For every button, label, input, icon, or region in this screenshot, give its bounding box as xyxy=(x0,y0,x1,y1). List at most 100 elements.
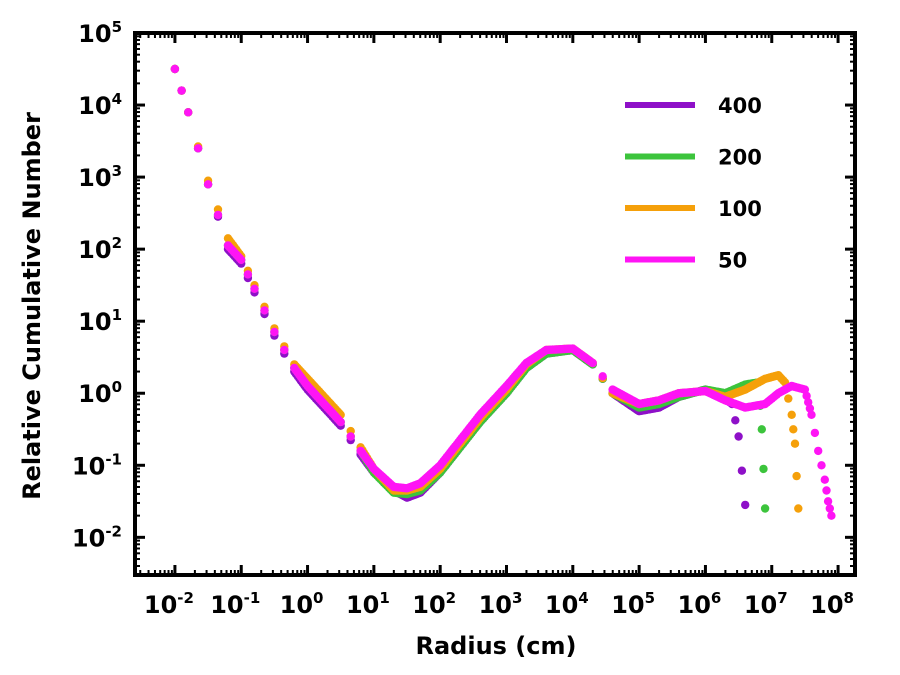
series-50-point xyxy=(336,417,345,427)
y-tick-label: 103 xyxy=(78,162,122,192)
series-50-point xyxy=(805,404,815,413)
x-tick-exponent: 2 xyxy=(446,589,456,607)
series-400-point xyxy=(731,416,740,425)
series-200-point xyxy=(759,464,768,474)
x-tick-exponent: 8 xyxy=(844,589,854,607)
series-400-point xyxy=(737,466,747,475)
y-tick-base: 10 xyxy=(78,308,111,336)
x-tick-label: 10-1 xyxy=(210,589,260,619)
series-50-point xyxy=(260,306,269,315)
series-50-point xyxy=(598,372,607,381)
series-50-point xyxy=(804,398,813,407)
y-tick-base: 10 xyxy=(78,20,111,48)
x-tick-label: 10-2 xyxy=(144,589,194,619)
x-tick-base: 10 xyxy=(545,591,578,619)
series-50-point xyxy=(250,284,259,293)
series-400-point xyxy=(741,500,750,510)
x-tick-base: 10 xyxy=(280,591,313,619)
y-tick-exponent: 2 xyxy=(112,234,122,252)
x-axis-tick-labels: 10-2 10-1 100 101 102 103 104 105 106 107 108 xyxy=(144,589,854,619)
x-tick-exponent: 7 xyxy=(777,589,787,607)
series-50-point xyxy=(807,410,816,419)
series-50-point xyxy=(825,504,834,513)
series-50-point xyxy=(823,497,833,506)
series-50-point xyxy=(184,108,193,117)
y-tick-base: 10 xyxy=(78,164,111,192)
series-50-point xyxy=(800,385,810,394)
y-tick-label: 104 xyxy=(78,90,122,120)
series-100 xyxy=(170,64,803,513)
x-tick-base: 10 xyxy=(346,591,379,619)
series-400-point xyxy=(734,432,743,441)
series-50 xyxy=(170,64,836,520)
y-tick-label: 10-1 xyxy=(72,450,122,480)
series-100-point xyxy=(792,471,801,481)
x-tick-base: 10 xyxy=(678,591,711,619)
x-tick-exponent: 4 xyxy=(578,589,588,607)
series-50-point xyxy=(243,270,253,279)
series-50-point xyxy=(820,475,829,484)
y-tick-base: 10 xyxy=(72,452,105,480)
y-tick-exponent: 1 xyxy=(112,306,122,324)
series-50-point xyxy=(814,446,823,456)
x-tick-exponent: 0 xyxy=(313,589,323,607)
x-tick-exponent: 5 xyxy=(645,589,655,607)
series-50-point xyxy=(177,86,186,95)
x-tick-base: 10 xyxy=(611,591,644,619)
series-100-point xyxy=(784,394,793,403)
plot-frame xyxy=(133,31,857,577)
series-50-point xyxy=(193,144,203,153)
series-50-point xyxy=(213,210,223,220)
x-tick-exponent: 3 xyxy=(512,589,522,607)
legend: 400 200 100 50 xyxy=(625,94,762,273)
x-axis-ticks xyxy=(139,33,840,575)
series-50-point xyxy=(827,511,836,520)
x-axis-label: Radius (cm) xyxy=(416,632,577,660)
series-50-point xyxy=(237,255,246,265)
series-100-point xyxy=(794,504,803,513)
y-tick-exponent: -2 xyxy=(105,522,122,540)
series-50-point xyxy=(280,345,289,355)
x-tick-exponent: 6 xyxy=(711,589,721,607)
legend-label-100: 100 xyxy=(718,197,762,221)
y-tick-exponent: 4 xyxy=(112,90,122,108)
x-tick-label: 102 xyxy=(412,589,456,619)
y-tick-label: 100 xyxy=(78,378,122,408)
x-tick-label: 105 xyxy=(611,589,655,619)
series-50-point xyxy=(270,327,279,337)
series-50-point xyxy=(817,461,826,470)
y-tick-exponent: 0 xyxy=(112,378,122,396)
series-50-point xyxy=(810,428,820,438)
legend-label-400: 400 xyxy=(718,94,762,118)
x-tick-base: 10 xyxy=(144,591,177,619)
y-tick-label: 10-2 xyxy=(72,522,122,552)
y-tick-label: 102 xyxy=(78,234,122,264)
y-tick-base: 10 xyxy=(78,92,111,120)
x-tick-label: 107 xyxy=(744,589,788,619)
series-100-point xyxy=(787,410,796,419)
y-axis-label: Relative Cumulative Number xyxy=(18,112,46,500)
series-50-point xyxy=(822,486,831,495)
x-tick-exponent: -1 xyxy=(244,589,261,607)
series-50-point xyxy=(170,64,180,74)
series-100-point xyxy=(789,425,798,434)
legend-label-200: 200 xyxy=(718,146,762,170)
x-tick-base: 10 xyxy=(810,591,843,619)
x-tick-exponent: 1 xyxy=(379,589,389,607)
series-200-point xyxy=(757,425,766,434)
x-tick-base: 10 xyxy=(744,591,777,619)
series-50-point xyxy=(346,432,355,441)
y-tick-base: 10 xyxy=(72,524,105,552)
x-tick-label: 100 xyxy=(280,589,324,619)
series-50-point xyxy=(802,391,811,401)
y-tick-label: 105 xyxy=(78,18,122,48)
x-tick-base: 10 xyxy=(412,591,445,619)
series-50-point xyxy=(588,358,597,368)
x-tick-base: 10 xyxy=(210,591,243,619)
y-tick-exponent: 5 xyxy=(112,18,122,36)
x-tick-exponent: -2 xyxy=(177,589,194,607)
series-200-point xyxy=(760,504,770,513)
x-tick-label: 106 xyxy=(678,589,722,619)
